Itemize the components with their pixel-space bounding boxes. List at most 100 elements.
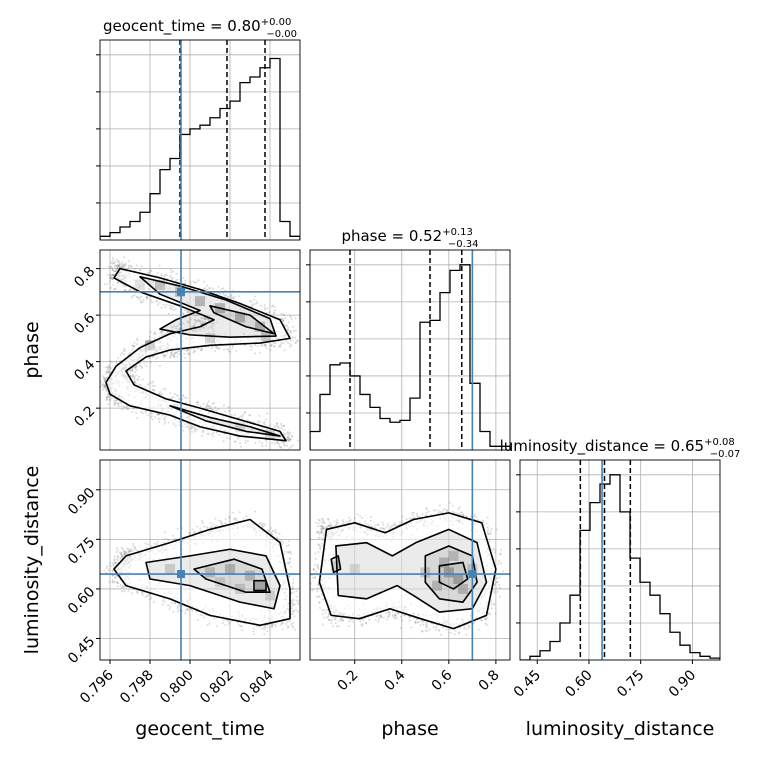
- sample-point: [114, 260, 117, 263]
- sample-point: [184, 612, 187, 615]
- sample-point: [283, 444, 286, 447]
- sample-point: [117, 264, 120, 267]
- sample-point: [315, 531, 318, 534]
- sample-point: [269, 344, 272, 347]
- sample-point: [293, 591, 296, 594]
- sample-point: [200, 349, 203, 352]
- sample-point: [358, 521, 361, 524]
- sample-point: [271, 442, 274, 445]
- sample-point: [107, 265, 110, 268]
- sample-point: [224, 624, 227, 627]
- sample-point: [196, 525, 199, 528]
- sample-point: [195, 281, 198, 284]
- sample-point: [172, 270, 175, 273]
- sample-point: [275, 537, 278, 540]
- sample-point: [151, 388, 154, 391]
- sample-point: [206, 318, 209, 321]
- sample-point: [496, 590, 499, 593]
- sample-point: [492, 547, 495, 550]
- sample-point: [392, 615, 395, 618]
- sample-point: [124, 284, 127, 287]
- title-minus: −0.00: [266, 29, 297, 40]
- sample-point: [321, 593, 324, 596]
- sample-point: [145, 365, 148, 368]
- sample-point: [280, 446, 283, 449]
- sample-point: [278, 532, 281, 535]
- sample-point: [449, 628, 452, 631]
- sample-point: [197, 319, 200, 322]
- sample-point: [267, 311, 270, 314]
- sample-point: [321, 613, 324, 616]
- sample-point: [144, 410, 147, 413]
- sample-point: [267, 624, 270, 627]
- sample-point: [123, 553, 126, 556]
- sample-point: [253, 298, 256, 301]
- sample-point: [131, 369, 134, 372]
- sample-point: [110, 265, 113, 268]
- sample-point: [112, 273, 115, 276]
- sample-point: [176, 355, 179, 358]
- sample-point: [376, 614, 379, 617]
- sample-point: [113, 261, 116, 264]
- sample-point: [198, 319, 201, 322]
- sample-point: [206, 623, 209, 626]
- sample-point: [192, 425, 195, 428]
- sample-point: [315, 521, 318, 524]
- sample-point: [317, 584, 320, 587]
- sample-point: [158, 392, 161, 395]
- sample-point: [118, 551, 121, 554]
- sample-point: [237, 437, 240, 440]
- sample-point: [125, 405, 128, 408]
- sample-point: [370, 525, 373, 528]
- sample-point: [317, 544, 320, 547]
- sample-point: [401, 519, 404, 522]
- sample-point: [489, 530, 492, 533]
- sample-point: [195, 401, 198, 404]
- sample-point: [137, 378, 140, 381]
- sample-point: [109, 562, 112, 565]
- sample-point: [194, 319, 197, 322]
- sample-point: [143, 362, 146, 365]
- sample-point: [283, 424, 286, 427]
- sample-point: [156, 272, 159, 275]
- sample-point: [466, 515, 469, 518]
- sample-point: [424, 625, 427, 628]
- sample-point: [475, 516, 478, 519]
- ylabel-phase: phase: [21, 321, 43, 378]
- sample-point: [163, 354, 166, 357]
- sample-point: [422, 623, 425, 626]
- sample-point: [159, 332, 162, 335]
- sample-point: [193, 322, 196, 325]
- sample-point: [269, 349, 272, 352]
- sample-point: [114, 287, 117, 290]
- sample-point: [316, 565, 319, 568]
- sample-point: [114, 561, 117, 564]
- sample-point: [485, 522, 488, 525]
- sample-point: [146, 271, 149, 274]
- sample-point: [117, 555, 120, 558]
- sample-point: [261, 525, 264, 528]
- sample-point: [194, 428, 197, 431]
- sample-point: [334, 524, 337, 527]
- sample-point: [140, 365, 143, 368]
- sample-point: [449, 631, 452, 634]
- sample-point: [498, 560, 501, 563]
- sample-point: [202, 429, 205, 432]
- sample-point: [315, 557, 318, 560]
- sample-point: [490, 607, 493, 610]
- sample-point: [131, 376, 134, 379]
- sample-point: [119, 557, 122, 560]
- sample-point: [197, 403, 200, 406]
- sample-point: [113, 288, 116, 291]
- sample-point: [122, 265, 125, 268]
- sample-point: [105, 371, 108, 374]
- sample-point: [281, 424, 284, 427]
- sample-point: [325, 526, 328, 529]
- sample-point: [278, 538, 281, 541]
- sample-point: [378, 614, 381, 617]
- sample-point: [127, 408, 130, 411]
- sample-point: [104, 385, 107, 388]
- sample-point: [417, 620, 420, 623]
- sample-point: [323, 527, 326, 530]
- title-main: geocent_time = 0.80: [103, 17, 261, 36]
